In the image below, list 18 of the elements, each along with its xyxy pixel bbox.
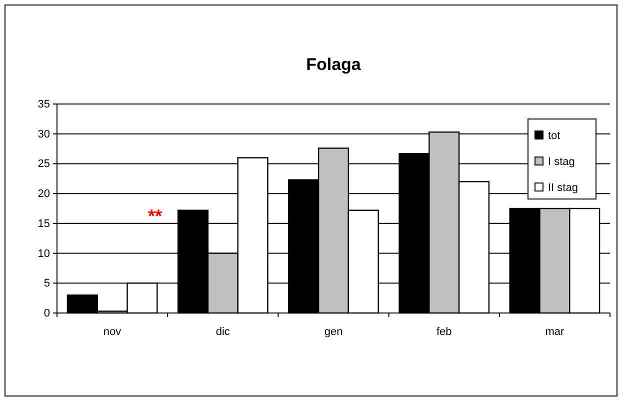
x-tick-label: feb bbox=[436, 326, 452, 338]
y-tick-label: 25 bbox=[38, 158, 50, 170]
y-tick-label: 30 bbox=[38, 128, 50, 140]
x-tick-label: nov bbox=[103, 326, 122, 338]
x-tick-label: dic bbox=[216, 326, 230, 338]
y-tick-label: 10 bbox=[38, 248, 50, 260]
chart-title: Folaga bbox=[306, 55, 362, 74]
y-tick-label: 15 bbox=[38, 218, 50, 230]
x-tick-label: mar bbox=[545, 326, 565, 338]
annotation: ** bbox=[148, 206, 162, 226]
legend-label: II stag bbox=[548, 182, 578, 194]
y-tick-label: 5 bbox=[44, 278, 50, 290]
y-tick-label: 35 bbox=[38, 98, 50, 111]
y-tick-label: 20 bbox=[38, 188, 50, 200]
legend-label: I stag bbox=[548, 156, 575, 168]
y-tick-label: 0 bbox=[44, 308, 50, 320]
legend-label: tot bbox=[548, 130, 560, 142]
x-tick-label: gen bbox=[324, 326, 343, 338]
